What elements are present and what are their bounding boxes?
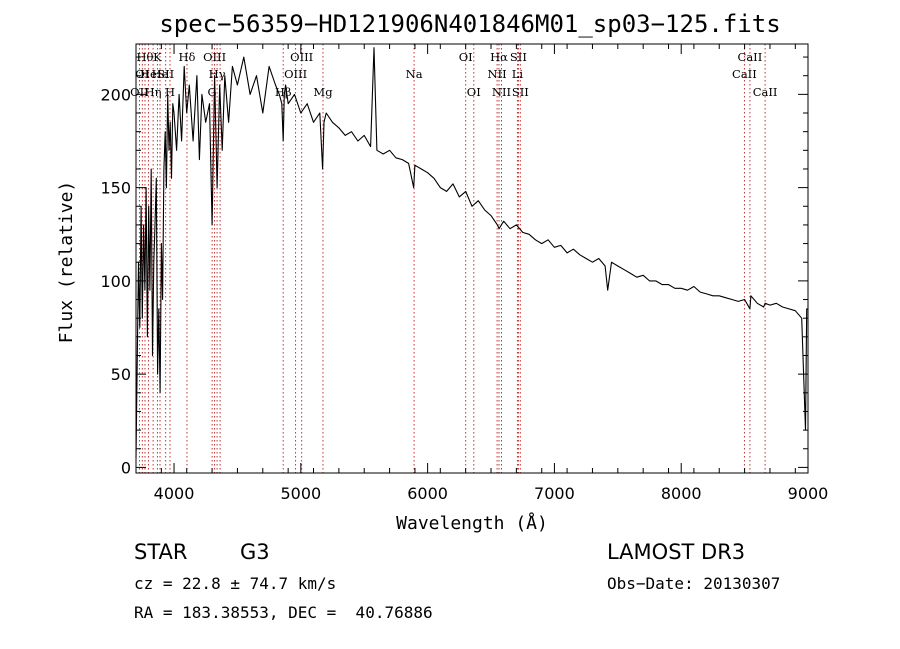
emission-line-label: OI [135,67,149,81]
survey-name: LAMOST DR3 [607,540,746,564]
emission-line-label: OIII [203,50,226,64]
object-class: STAR [134,540,188,564]
plot-frame [135,43,809,474]
x-tick-label: 8000 [661,484,702,503]
x-axis-label: Wavelength (Å) [396,512,548,534]
emission-line-label: Hθ [137,50,154,64]
redshift-text: cz = 22.8 ± 74.7 km/s [134,574,337,593]
emission-line-label: Li [512,67,524,81]
emission-line-label: CaII [738,50,763,64]
emission-line-label: G [208,85,217,99]
emission-line-label: K [153,50,162,64]
emission-line-label: SII [510,50,527,64]
emission-line-label: Na [406,67,423,81]
y-tick-label: 50 [111,365,131,384]
emission-line-label: OI [467,85,481,99]
emission-line-label: NII [488,67,507,81]
y-tick-label: 150 [100,179,131,198]
x-tick-label: 9000 [788,484,829,503]
emission-line-label: Hη [145,85,162,99]
emission-line-label: Hα [490,50,508,64]
emission-line-label: H [165,85,175,99]
flux-series [135,47,808,459]
emission-line-label: OII [130,85,149,99]
x-tick-label: 7000 [534,484,575,503]
y-tick-label: 100 [100,272,131,291]
y-tick-label: 0 [121,458,131,477]
x-tick-label: 5000 [280,484,321,503]
axis-ticks: 4000 5000 6000 7000 8000 9000 0 50 100 150 200 [100,44,828,503]
y-axis-label: Flux (relative) [56,181,77,344]
emission-line-label: Hγ [209,67,226,81]
emission-line-label: Hδ [179,50,196,64]
x-tick-label: 4000 [154,484,195,503]
x-tick-label: 6000 [407,484,448,503]
emission-line-label: SII [157,67,174,81]
emission-line-label: SII [512,85,529,99]
object-subclass: G3 [240,540,270,564]
emission-line-label: He [140,67,157,81]
line-labels: OIIOIHθHeHηKHeSIIHHδGOIIIHγHβOIIIOIIIMgN… [130,50,777,99]
chart-title: spec−56359−HD121906N401846M01_sp03−125.f… [159,10,780,38]
emission-lines [138,44,766,473]
coordinates-text: RA = 183.38553, DEC = 40.76886 [134,603,433,622]
emission-line-label: Hβ [275,85,292,99]
flux-line-0 [135,47,808,459]
plot-border [135,43,809,474]
emission-line-label: OIII [290,50,313,64]
emission-line-label: CaII [753,85,778,99]
emission-line-label: Mg [313,85,333,99]
emission-line-label: OIII [284,67,307,81]
emission-line-label: CaII [732,67,757,81]
emission-line-label: He [152,67,169,81]
y-tick-label: 200 [100,85,131,104]
emission-line-label: NII [492,85,511,99]
emission-line-label: OI [459,50,473,64]
obs-date: Obs−Date: 20130307 [607,574,781,593]
